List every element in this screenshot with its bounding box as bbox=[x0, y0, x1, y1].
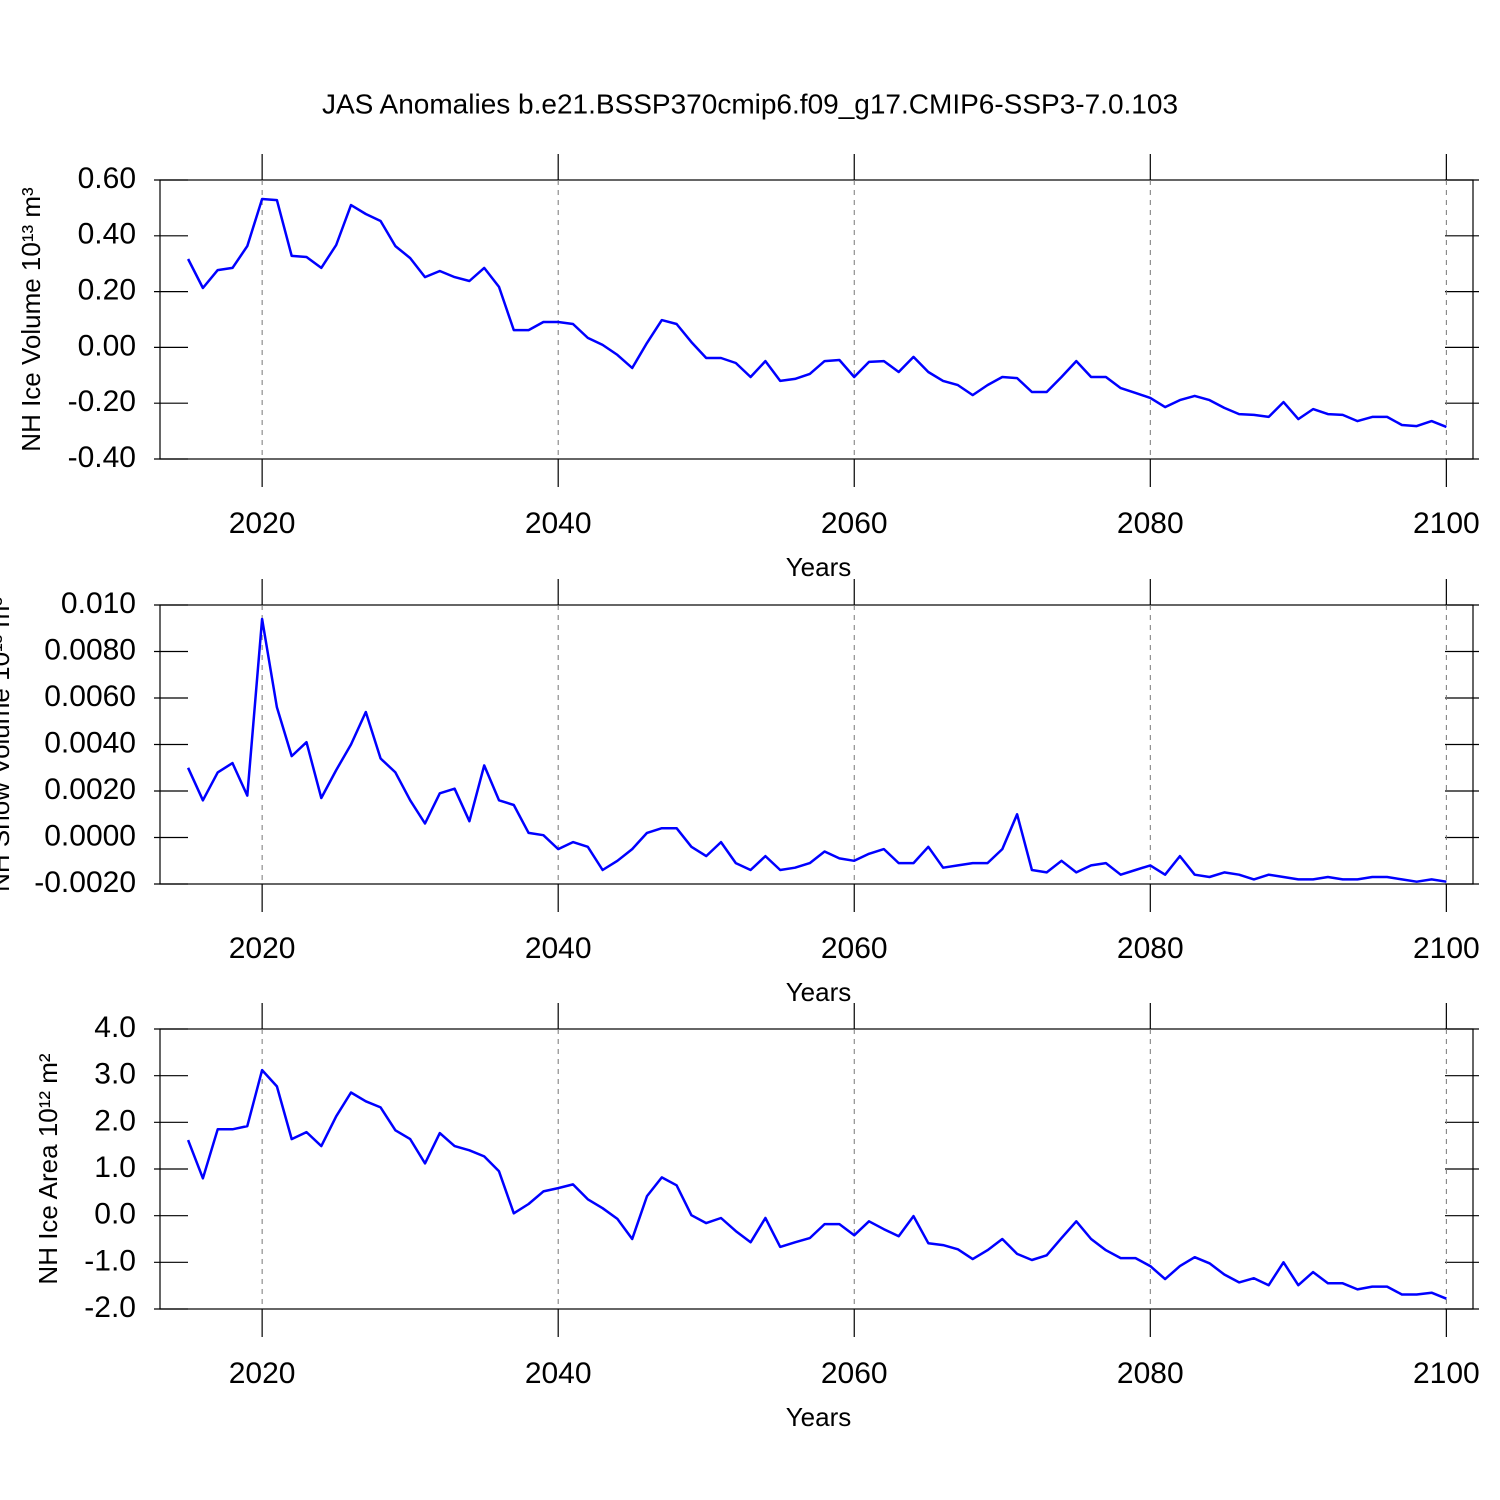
y-tick-label: 0.0 bbox=[94, 1198, 136, 1231]
y-tick-label: -0.0020 bbox=[34, 866, 136, 899]
plot-frame bbox=[159, 1028, 1474, 1310]
x-tick-label: 2080 bbox=[1117, 1357, 1184, 1390]
y-tick-label: 0.40 bbox=[78, 218, 136, 251]
y-tick-label: 1.0 bbox=[94, 1151, 136, 1184]
y-tick-label: 0.60 bbox=[78, 162, 136, 195]
y-tick-label: 3.0 bbox=[94, 1058, 136, 1091]
y-tick-label: -2.0 bbox=[84, 1291, 136, 1324]
data-line bbox=[186, 197, 1447, 429]
y-tick-label: 4.0 bbox=[94, 1011, 136, 1044]
y-tick-label: 0.0040 bbox=[44, 726, 136, 759]
x-tick-label: 2100 bbox=[1413, 507, 1480, 540]
plot-frame bbox=[159, 179, 1474, 460]
y-tick-label: 0.0080 bbox=[44, 633, 136, 666]
x-tick-label: 2060 bbox=[821, 932, 888, 965]
chart-title: JAS Anomalies b.e21.BSSP370cmip6.f09_g17… bbox=[322, 88, 1178, 119]
x-tick-label: 2060 bbox=[821, 1357, 888, 1390]
y-tick-label: 0.0060 bbox=[44, 680, 136, 713]
x-tick-label: 2040 bbox=[525, 1357, 592, 1390]
data-line bbox=[186, 1068, 1447, 1300]
y-axis-label: NH Snow Volume 10¹³ m³ bbox=[0, 597, 15, 892]
y-tick-label: 2.0 bbox=[94, 1104, 136, 1137]
x-tick-label: 2080 bbox=[1117, 932, 1184, 965]
plot-frame bbox=[159, 604, 1474, 885]
y-tick-label: -1.0 bbox=[84, 1244, 136, 1277]
x-axis-label: Years bbox=[786, 977, 852, 1007]
x-tick-label: 2100 bbox=[1413, 1357, 1480, 1390]
y-axis-label: NH Ice Area 10¹² m² bbox=[33, 1053, 63, 1285]
data-line bbox=[186, 617, 1447, 883]
x-tick-label: 2020 bbox=[229, 932, 296, 965]
x-axis-label: Years bbox=[786, 552, 852, 582]
x-tick-label: 2020 bbox=[229, 507, 296, 540]
y-axis-label: NH Ice Volume 10¹³ m³ bbox=[16, 187, 46, 452]
x-axis-label: Years bbox=[786, 1402, 852, 1432]
y-tick-label: -0.40 bbox=[68, 441, 136, 474]
x-tick-label: 2060 bbox=[821, 507, 888, 540]
x-tick-label: 2080 bbox=[1117, 507, 1184, 540]
y-tick-label: 0.0020 bbox=[44, 773, 136, 806]
y-tick-label: 0.0000 bbox=[44, 819, 136, 852]
y-tick-label: -0.20 bbox=[68, 385, 136, 418]
x-tick-label: 2100 bbox=[1413, 932, 1480, 965]
y-tick-label: 0.20 bbox=[78, 274, 136, 307]
x-tick-label: 2020 bbox=[229, 1357, 296, 1390]
y-tick-label: 0.00 bbox=[78, 329, 136, 362]
x-tick-label: 2040 bbox=[525, 932, 592, 965]
x-tick-label: 2040 bbox=[525, 507, 592, 540]
y-tick-label: 0.010 bbox=[61, 587, 136, 620]
